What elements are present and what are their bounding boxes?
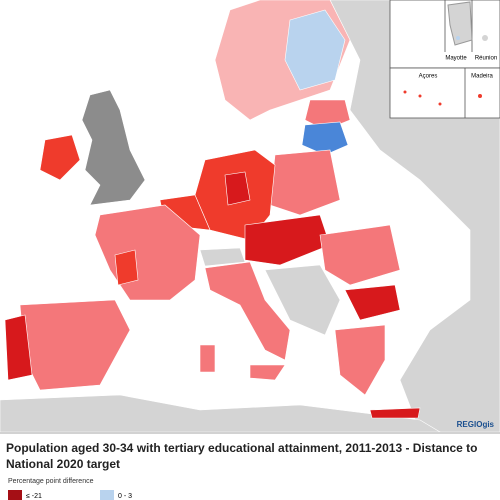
legend-title: Percentage point difference	[8, 478, 94, 485]
legend-swatch	[100, 490, 114, 500]
inset-label: Mayotte	[445, 56, 467, 62]
bulgaria	[344, 284, 401, 321]
legend-label: 0 - 3	[118, 493, 132, 500]
germany-core	[224, 171, 251, 206]
legend-label: ≤ -21	[26, 493, 42, 500]
romania	[319, 224, 401, 286]
insets: Mayotte Réunion Açores Madeira	[389, 0, 500, 119]
credit: REGIOgis	[457, 420, 495, 429]
inset-region	[418, 94, 422, 98]
italy	[204, 261, 291, 361]
sardinia	[199, 344, 216, 373]
france-west	[114, 249, 139, 286]
inset-region	[482, 35, 488, 41]
portugal	[4, 314, 33, 381]
czech-austria	[244, 214, 331, 266]
inset-label: Réunion	[475, 56, 497, 62]
inset-box	[389, 67, 500, 119]
map-title: Population aged 30-34 with tertiary educ…	[6, 441, 478, 471]
inset-region	[403, 90, 407, 94]
inset-region	[478, 94, 482, 98]
sicily	[249, 364, 286, 381]
uk	[81, 89, 146, 206]
crete	[369, 407, 421, 419]
switzerland	[199, 247, 246, 267]
inset-region	[438, 102, 442, 106]
finland	[284, 9, 346, 91]
inset-label: Madeira	[471, 74, 493, 80]
title-box: Population aged 30-34 with tertiary educ…	[6, 441, 478, 471]
lithuania	[301, 121, 349, 156]
greece	[334, 324, 386, 396]
inset-label: Açores	[419, 74, 438, 80]
inset-region	[456, 36, 460, 40]
inset-land	[447, 1, 473, 46]
legend-swatch	[8, 490, 22, 500]
map	[0, 0, 500, 433]
balkans	[264, 264, 341, 336]
north-africa	[0, 394, 442, 433]
ireland	[39, 134, 81, 181]
